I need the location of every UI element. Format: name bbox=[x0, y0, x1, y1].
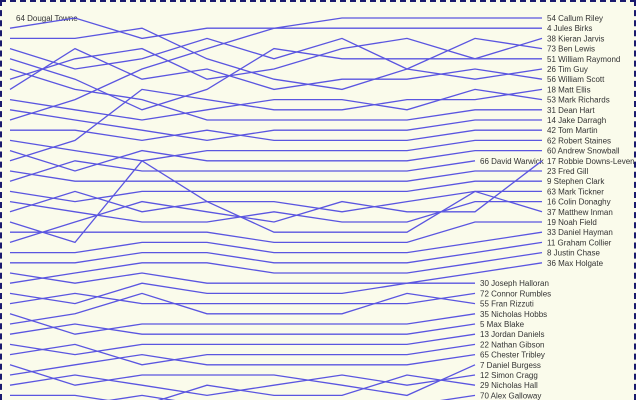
series-label: 70 Alex Galloway bbox=[480, 391, 541, 400]
series-line bbox=[9, 17, 542, 40]
series-label: 33 Daniel Hayman bbox=[547, 228, 613, 237]
series-label: 14 Jake Darragh bbox=[547, 116, 606, 125]
series-line bbox=[9, 333, 476, 356]
series-line bbox=[9, 139, 542, 162]
series-label: 17 Robbie Downs-Leven bbox=[547, 157, 635, 166]
series-label: 56 William Scott bbox=[547, 75, 605, 84]
series-label: 42 Tom Martin bbox=[547, 126, 598, 135]
series-label: 37 Matthew Inman bbox=[547, 208, 613, 217]
series-line bbox=[10, 241, 543, 264]
series-label: 31 Dean Hart bbox=[547, 106, 595, 115]
series-line bbox=[9, 292, 476, 305]
series-label: 63 Mark Tickner bbox=[547, 187, 604, 196]
series-line bbox=[9, 190, 542, 213]
series-line bbox=[10, 221, 542, 244]
series-label: 64 Dougal Towne bbox=[16, 14, 78, 23]
series-label: 36 Max Holgate bbox=[547, 259, 604, 268]
series-label: 72 Connor Rumbles bbox=[480, 289, 551, 298]
series-label: 22 Nathan Gibson bbox=[480, 340, 545, 349]
series-line bbox=[9, 282, 475, 305]
series-line bbox=[9, 109, 542, 142]
series-line bbox=[10, 129, 542, 142]
series-label: 7 Daniel Burgess bbox=[480, 361, 541, 370]
series-line bbox=[9, 159, 543, 244]
series-label: 29 Nicholas Hall bbox=[480, 381, 538, 390]
series-label: 62 Robert Staines bbox=[547, 136, 611, 145]
series-line bbox=[9, 47, 542, 111]
series-line bbox=[9, 343, 476, 366]
series-label: 55 Fran Rizzuti bbox=[480, 300, 534, 309]
series-label: 65 Chester Tribley bbox=[480, 351, 545, 360]
series-label: 60 Andrew Snowball bbox=[547, 147, 620, 156]
series-label: 9 Stephen Clark bbox=[547, 177, 605, 186]
series-label: 11 Graham Collier bbox=[547, 238, 612, 247]
series-line bbox=[9, 149, 542, 172]
series-label: 51 William Raymond bbox=[547, 55, 620, 64]
series-label: 54 Callum Riley bbox=[547, 14, 603, 23]
series-label: 30 Joseph Halloran bbox=[480, 279, 549, 288]
series-label: 18 Matt Ellis bbox=[547, 85, 591, 94]
series-label: 26 Tim Guy bbox=[547, 65, 588, 74]
series-line bbox=[9, 47, 543, 91]
series-label: 4 Jules Birks bbox=[547, 24, 592, 33]
series-line bbox=[9, 251, 543, 284]
series-label: 23 Fred Gill bbox=[547, 167, 589, 176]
series-line bbox=[9, 313, 476, 335]
series-label: 38 Kieran Jarvis bbox=[547, 34, 604, 43]
series-label: 35 Nicholas Hobbs bbox=[480, 310, 547, 319]
series-line bbox=[9, 37, 543, 80]
series-line bbox=[9, 353, 476, 376]
series-label: 53 Mark Richards bbox=[547, 96, 610, 105]
series-line bbox=[9, 88, 543, 121]
series-line bbox=[9, 364, 476, 397]
series-line bbox=[10, 374, 476, 400]
series-label: 16 Colin Donaghy bbox=[547, 198, 611, 207]
series-line bbox=[9, 68, 542, 121]
series-label: 73 Ben Lewis bbox=[547, 45, 595, 54]
series-label: 8 Justin Chase bbox=[547, 249, 600, 258]
series-line bbox=[10, 27, 543, 91]
series-label: 66 David Warwick bbox=[480, 157, 545, 166]
series-label: 13 Jordan Daniels bbox=[480, 330, 544, 339]
series-line bbox=[9, 374, 476, 397]
series-line bbox=[9, 292, 476, 325]
series-line bbox=[9, 160, 476, 182]
series-label: 19 Noah Field bbox=[547, 218, 597, 227]
series-label: 12 Simon Cragg bbox=[480, 371, 538, 380]
series-line bbox=[9, 170, 542, 182]
series-line bbox=[9, 262, 543, 284]
series-line bbox=[10, 231, 543, 254]
series-line bbox=[9, 323, 476, 335]
series-line bbox=[9, 37, 543, 70]
series-label: 5 Max Blake bbox=[480, 320, 525, 329]
